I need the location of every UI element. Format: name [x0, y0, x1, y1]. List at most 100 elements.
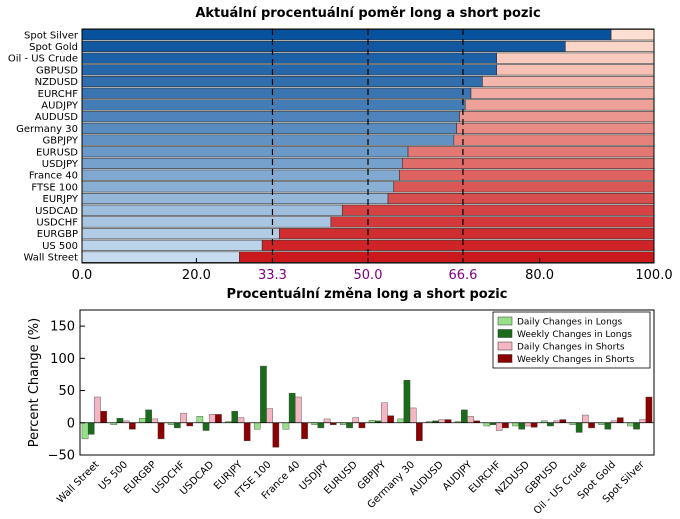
change-bar	[202, 422, 210, 431]
y-tick-label: EURJPY	[43, 194, 79, 205]
change-bar	[301, 422, 308, 440]
long-bar	[81, 146, 409, 158]
change-bar	[512, 422, 519, 427]
change-bar	[129, 422, 136, 430]
y-tick-label: Wall Street	[24, 253, 79, 264]
long-bar	[81, 64, 498, 76]
change-bar	[633, 422, 640, 430]
long-bar	[81, 99, 466, 111]
legend-swatch	[497, 341, 513, 351]
change-bar	[151, 418, 159, 423]
change-bar	[215, 414, 222, 423]
change-bar	[483, 422, 491, 427]
short-bar	[565, 40, 655, 53]
change-bar	[346, 422, 353, 429]
y-tick-label: Oil - US Crude	[8, 54, 78, 65]
long-bar	[81, 40, 566, 53]
short-bar	[496, 64, 655, 76]
change-bar	[524, 422, 532, 427]
change-bar	[186, 422, 194, 427]
legend-label: Daily Changes in Longs	[517, 318, 622, 328]
change-bar	[461, 409, 468, 423]
change-bar	[518, 422, 526, 430]
short-bar	[407, 146, 655, 158]
y-axis-label: Percent Change (%)	[27, 318, 42, 447]
change-bar	[253, 422, 261, 430]
short-bar	[456, 122, 655, 134]
change-bar	[288, 392, 296, 423]
y-tick-label: Spot Silver	[24, 30, 79, 41]
y-tick-label: EURCHF	[38, 89, 79, 100]
change-bar	[397, 418, 405, 423]
change-bar	[81, 422, 89, 440]
change-bar	[352, 417, 360, 423]
change-bar	[438, 419, 446, 423]
short-bar	[470, 87, 655, 99]
top-chart: Aktuální procentuální poměr long a short…	[8, 6, 673, 283]
y-tick-label: Germany 30	[16, 124, 78, 135]
change-bar	[409, 407, 417, 423]
y-tick-label: Spot Gold	[29, 42, 78, 53]
y-tick-label: EURGBP	[37, 229, 78, 240]
short-bar	[464, 99, 655, 111]
y-tick-label: USDCAD	[35, 206, 78, 217]
long-bar	[81, 204, 343, 216]
change-bar	[616, 417, 624, 423]
legend-label: Daily Changes in Shorts	[517, 343, 625, 353]
x-tick-label: 50.0	[354, 268, 383, 283]
y-tick-label: FTSE 100	[31, 182, 78, 193]
long-bar	[81, 134, 455, 146]
change-bar	[94, 396, 101, 423]
long-bar	[81, 87, 472, 99]
change-bar	[444, 419, 452, 423]
short-bar	[399, 169, 655, 181]
change-bar	[231, 410, 239, 423]
change-bar	[547, 422, 554, 427]
change-bar	[139, 418, 146, 423]
x-tick-label: 80.0	[525, 268, 554, 283]
change-bar	[208, 414, 216, 423]
change-bar	[282, 422, 290, 430]
y-tick-label: −50	[48, 449, 75, 464]
x-tick-label: 100.0	[635, 268, 672, 283]
change-bar	[604, 422, 612, 430]
change-bar	[266, 408, 273, 423]
y-tick-label: 0	[67, 416, 75, 431]
y-tick-label: AUDJPY	[41, 100, 79, 111]
legend-box	[492, 311, 651, 369]
change-bar	[381, 402, 388, 423]
change-bar	[387, 415, 394, 423]
change-bar	[467, 416, 474, 423]
x-tick-label: 0.0	[72, 268, 93, 283]
change-bar	[323, 418, 331, 423]
y-tick-label: GBPUSD	[36, 65, 78, 76]
short-bar	[261, 239, 655, 251]
bottom-plot-frame	[79, 309, 655, 456]
y-tick-label: US 500	[42, 241, 78, 252]
long-bar	[81, 111, 460, 123]
long-bar	[81, 181, 395, 193]
short-bar	[341, 204, 655, 216]
short-bar	[496, 52, 655, 64]
change-bar	[317, 422, 325, 429]
change-bar	[272, 422, 280, 448]
change-bar	[145, 409, 152, 423]
long-bar	[81, 228, 280, 240]
y-tick-label: France 40	[29, 171, 78, 182]
change-bar	[530, 422, 538, 428]
long-bar	[81, 29, 612, 41]
long-bar	[81, 76, 483, 88]
short-bar	[239, 251, 655, 263]
change-bar	[645, 396, 653, 423]
bottom-chart-title: Procentuální změna long a short pozic	[227, 287, 508, 302]
change-bar	[358, 422, 366, 429]
x-category-label: Wall Street	[55, 459, 101, 505]
change-bar	[559, 419, 567, 423]
long-bar	[81, 122, 457, 134]
top-chart-title: Aktuální procentuální poměr long a short…	[195, 6, 540, 21]
change-bar	[502, 422, 509, 429]
short-bar	[402, 157, 655, 169]
x-tick-label: 20.0	[182, 268, 211, 283]
change-bar	[627, 422, 634, 427]
change-bar	[237, 417, 245, 423]
